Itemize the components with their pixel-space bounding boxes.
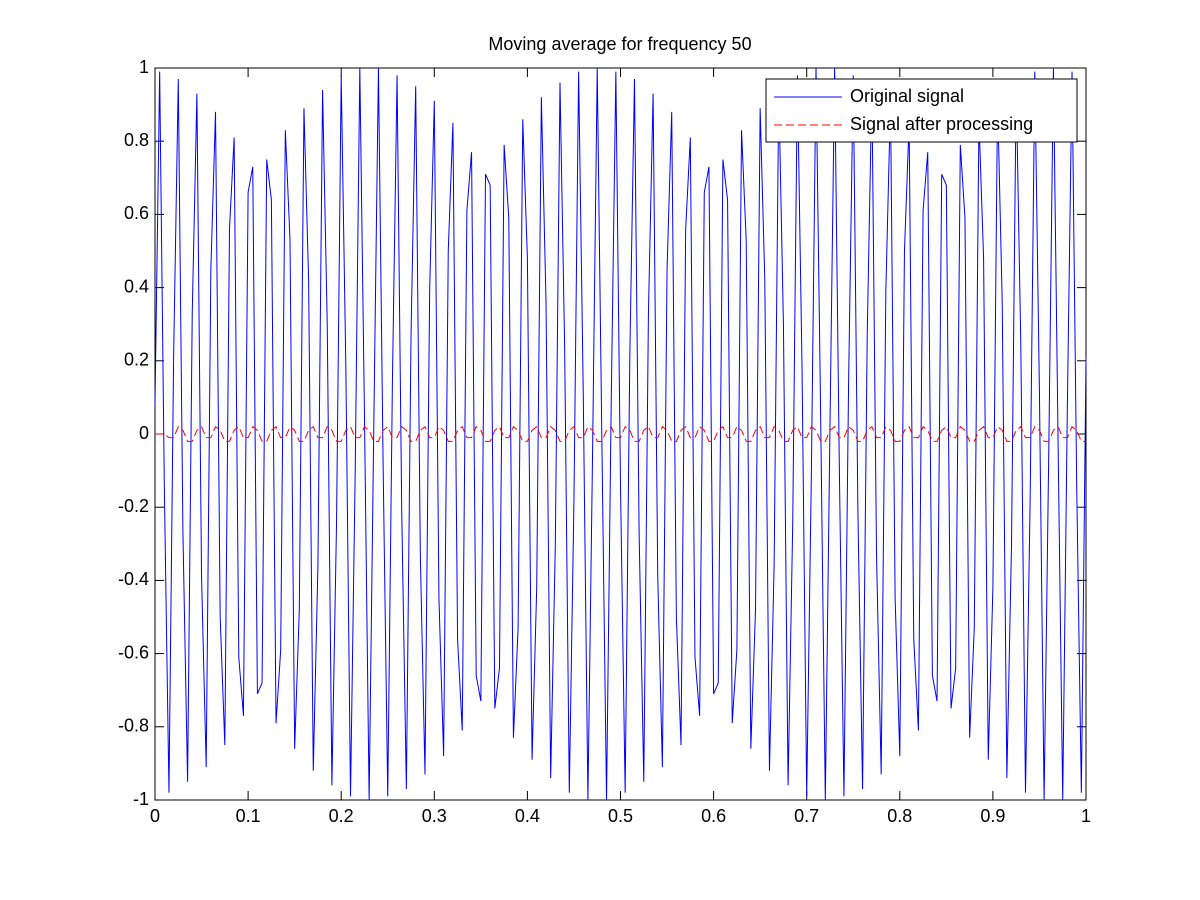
- legend-label: Signal after processing: [850, 114, 1033, 134]
- x-tick-label: 0.2: [329, 806, 354, 826]
- y-tick-label: 0.2: [124, 350, 149, 370]
- y-tick-label: 0: [139, 423, 149, 443]
- series-line: [155, 425, 1086, 442]
- y-tick-label: -0.6: [118, 642, 149, 662]
- x-tick-label: 0.7: [794, 806, 819, 826]
- y-tick-label: 0.8: [124, 130, 149, 150]
- y-tick-label: 0.4: [124, 276, 149, 296]
- y-tick-label: -0.2: [118, 496, 149, 516]
- legend-label: Original signal: [850, 86, 964, 106]
- series-line: [154, 67, 1087, 801]
- x-tick-label: 0.9: [980, 806, 1005, 826]
- y-tick-label: -1: [133, 789, 149, 809]
- x-tick-label: 0.6: [701, 806, 726, 826]
- x-tick-label: 0.5: [608, 806, 633, 826]
- x-tick-label: 0.3: [422, 806, 447, 826]
- y-tick-label: 0.6: [124, 203, 149, 223]
- chart-title: Moving average for frequency 50: [488, 34, 751, 54]
- y-tick-label: 1: [139, 57, 149, 77]
- x-tick-label: 0.4: [515, 806, 540, 826]
- x-tick-label: 0.8: [887, 806, 912, 826]
- x-tick-label: 0: [150, 806, 160, 826]
- x-tick-label: 1: [1081, 806, 1091, 826]
- plot-area: [154, 67, 1087, 801]
- x-tick-label: 0.1: [236, 806, 261, 826]
- y-tick-label: -0.4: [118, 569, 149, 589]
- legend-box: [765, 78, 1078, 143]
- y-tick-label: -0.8: [118, 716, 149, 736]
